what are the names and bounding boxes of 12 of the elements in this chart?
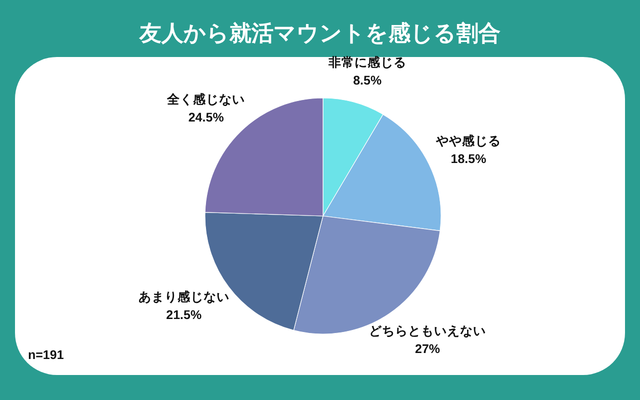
slice-label: あまり感じない (138, 289, 230, 304)
data-label: 18.5% (450, 152, 486, 166)
slice-label: どちらともいえない (369, 324, 486, 338)
data-label: 24.5% (188, 110, 224, 124)
data-label: 21.5% (166, 308, 202, 322)
text: n=191 (28, 348, 64, 362)
data-label: 27% (415, 342, 440, 356)
data-label: 8.5% (353, 73, 382, 88)
slice-label: 全く感じない (166, 91, 246, 106)
slice-label: やや感じる (434, 133, 501, 148)
chart-title: 友人から就活マウントを感じる割合 (138, 20, 500, 46)
slice-label: 非常に感じる (327, 54, 406, 70)
